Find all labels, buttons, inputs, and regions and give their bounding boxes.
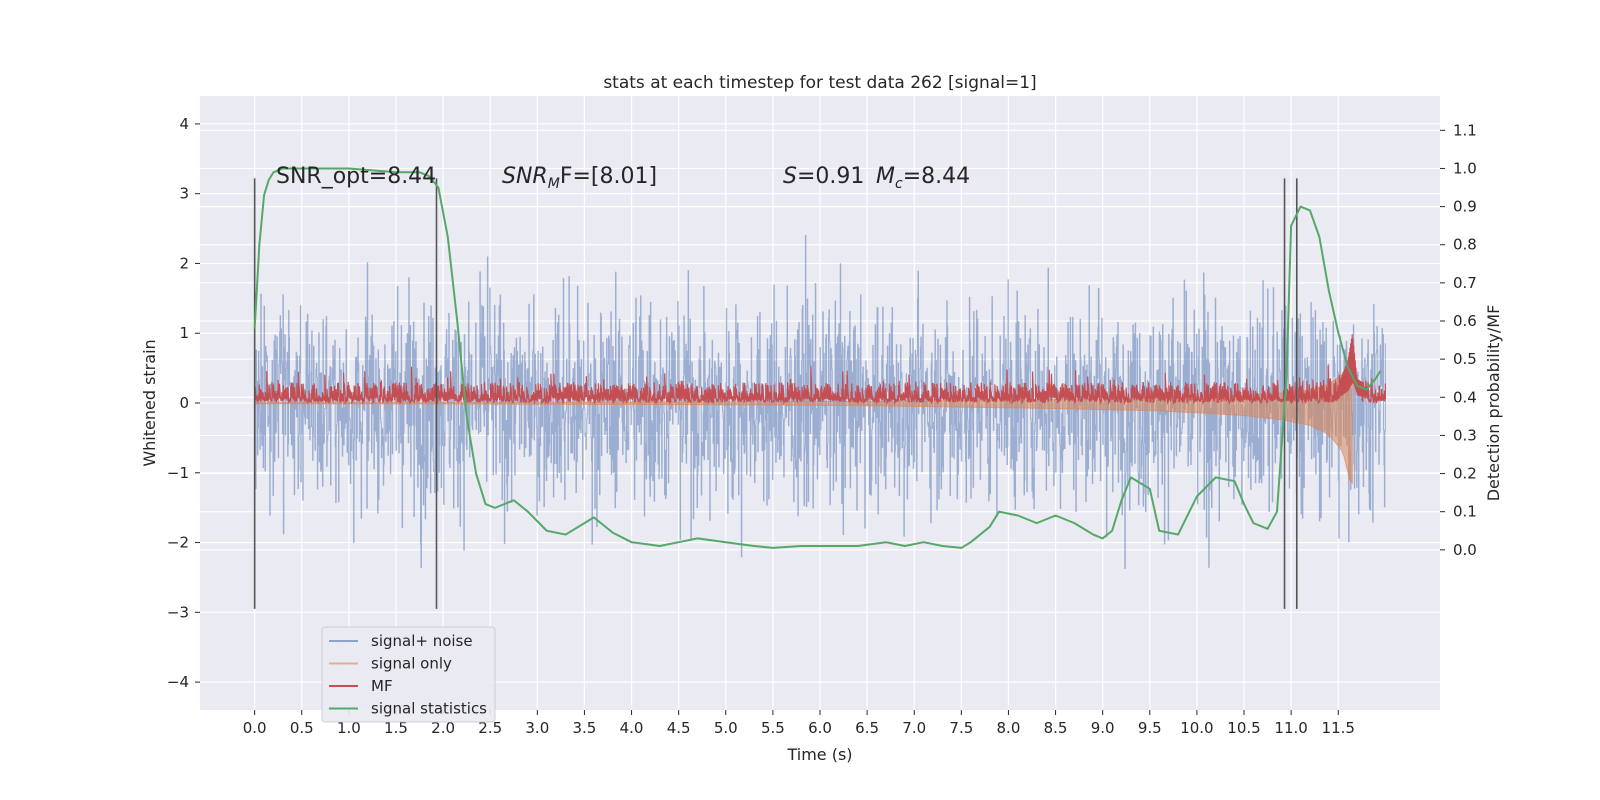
y-tick-label: −1: [167, 464, 189, 482]
y-right-tick-label: 0.3: [1453, 426, 1477, 444]
y-right-tick-label: 0.1: [1453, 503, 1477, 521]
y-tick-labels: 4 3 2 1 0 −1 −2 −3 −4: [167, 115, 200, 691]
signal-only-band: [254, 353, 1353, 485]
x-tick-label: 0.0: [243, 719, 267, 737]
x-tick-label: 10.0: [1180, 719, 1213, 737]
y-tick-label: −3: [167, 603, 189, 621]
x-tick-label: 3.0: [525, 719, 549, 737]
x-tick-label: 8.0: [997, 719, 1021, 737]
y-right-tick-label: 1.0: [1453, 159, 1477, 177]
x-tick-label: 7.0: [902, 719, 926, 737]
chart-title: stats at each timestep for test data 262…: [603, 73, 1036, 93]
x-tick-label: 9.5: [1138, 719, 1162, 737]
x-tick-label: 11.5: [1322, 719, 1355, 737]
x-tick-labels: 0.0 0.5 1.0 1.5 2.0 2.5 3.0 3.5 4.0 4.5 5.0 5.5 6.0 6…: [243, 710, 1355, 737]
x-tick-label: 5.0: [714, 719, 738, 737]
y-tick-label: 4: [179, 115, 189, 133]
y-right-tick-label: 0.8: [1453, 236, 1477, 254]
series-mf: [254, 334, 1386, 406]
series-signal-statistics: [253, 167, 1382, 549]
y-right-tick-label: 0.2: [1453, 465, 1477, 483]
signal-statistics-line: [253, 167, 1382, 549]
y-right-tick-label: 0.6: [1453, 312, 1477, 330]
x-tick-label: 4.0: [620, 719, 644, 737]
y-tick-label: 1: [179, 324, 189, 342]
x-tick-label: 0.5: [290, 719, 314, 737]
annotation-s: S=0.91: [783, 164, 864, 189]
snr-mf-prefix: SNR: [502, 164, 548, 189]
x-tick-label: 1.5: [384, 719, 408, 737]
mc-sub: c: [895, 176, 903, 192]
annotation-snr-opt: SNR_opt=8.44: [276, 164, 436, 189]
x-tick-label: 3.5: [573, 719, 597, 737]
legend-label: signal statistics: [371, 700, 487, 718]
y-right-axis-label: Detection probability/MF: [1484, 305, 1503, 502]
y-right-tick-label: 0.7: [1453, 274, 1477, 292]
x-tick-label: 7.5: [949, 719, 973, 737]
mc-name: M: [876, 164, 895, 189]
mf-line: [254, 334, 1386, 406]
y-axis-label: Whitened strain: [140, 339, 159, 466]
y-tick-label: −4: [167, 673, 189, 691]
s-name: S: [783, 164, 797, 189]
y-tick-label: 2: [179, 254, 189, 272]
y-right-tick-label: 0.0: [1453, 541, 1477, 559]
x-tick-label: 11.0: [1274, 719, 1307, 737]
annotation-snr-mf: SNRMF=[8.01]: [502, 164, 657, 192]
snr-mf-suffix: F=[8.01]: [560, 164, 657, 189]
x-axis-label: Time (s): [786, 745, 852, 764]
y-tick-label: −2: [167, 534, 189, 552]
legend-box: [321, 626, 496, 723]
x-tick-label: 4.5: [667, 719, 691, 737]
y-right-tick-label: 0.4: [1453, 388, 1477, 406]
x-tick-label: 2.5: [478, 719, 502, 737]
y-right-tick-labels: 1.1 1.0 0.9 0.8 0.7 0.6 0.5 0.4 0.3 0.2 0.1 0.0: [1440, 121, 1477, 559]
y-tick-label: 3: [179, 185, 189, 203]
x-tick-label: 8.5: [1044, 719, 1068, 737]
x-tick-label: 9.0: [1091, 719, 1115, 737]
x-tick-label: 5.5: [761, 719, 785, 737]
series-signal-only: [254, 353, 1353, 485]
y-right-tick-label: 0.5: [1453, 350, 1477, 368]
legend: signal+ noise signal only MF signal statist…: [321, 626, 496, 723]
legend-label: MF: [371, 677, 393, 695]
annotation-mc: Mc=8.44: [876, 164, 970, 192]
y-right-tick-label: 1.1: [1453, 121, 1477, 139]
mc-value: =8.44: [903, 164, 970, 189]
legend-label: signal only: [371, 655, 452, 673]
y-right-tick-label: 0.9: [1453, 198, 1477, 216]
snr-mf-sub: M: [548, 176, 560, 192]
legend-label: signal+ noise: [371, 632, 473, 650]
s-value: =0.91: [797, 164, 864, 189]
y-tick-label: 0: [179, 394, 189, 412]
x-tick-label: 2.0: [431, 719, 455, 737]
x-tick-label: 6.5: [855, 719, 879, 737]
x-tick-label: 1.0: [337, 719, 361, 737]
x-tick-label: 10.5: [1227, 719, 1260, 737]
x-tick-label: 6.0: [808, 719, 832, 737]
